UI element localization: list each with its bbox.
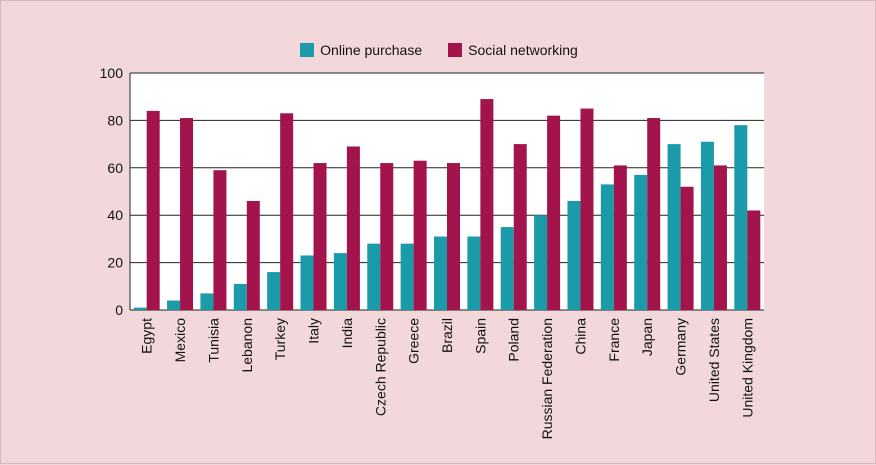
legend-item-social-networking: Social networking (448, 42, 578, 58)
bar-online-purchase (367, 243, 381, 310)
x-tick-label: Japan (639, 318, 655, 356)
x-tick-label: United States (706, 318, 722, 402)
x-tick-label: Czech Republic (372, 318, 388, 416)
x-tick-label: Mexico (172, 318, 188, 363)
bar-online-purchase (534, 215, 548, 310)
bar-online-purchase (400, 243, 414, 310)
bar-social-networking (380, 163, 394, 310)
x-tick-label: Germany (673, 318, 689, 376)
bar-social-networking (346, 146, 360, 310)
bar-online-purchase (233, 283, 247, 310)
bar-social-networking (280, 113, 294, 310)
x-tick-label: Greece (406, 318, 422, 364)
bar-social-networking (146, 110, 160, 310)
bar-online-purchase (434, 236, 447, 310)
bar-social-networking (313, 163, 327, 310)
x-tick-label: Lebanon (239, 318, 255, 373)
legend: Online purchase Social networking (1, 42, 876, 58)
legend-label-social-networking: Social networking (468, 42, 578, 58)
x-tick-label: Spain (472, 318, 488, 354)
bar-online-purchase (467, 236, 481, 310)
bar-online-purchase (500, 227, 514, 310)
bar-online-purchase (667, 144, 681, 310)
x-tick-label: Russian Federation (539, 318, 555, 439)
bar-social-networking (213, 170, 227, 310)
y-tick-label: 0 (115, 302, 123, 318)
bar-online-purchase (167, 300, 181, 310)
bar-online-purchase (567, 200, 581, 310)
bar-online-purchase (133, 307, 147, 310)
x-tick-label: China (572, 318, 588, 355)
x-tick-label: Brazil (439, 318, 455, 353)
bar-social-networking (547, 115, 561, 310)
bar-social-networking (680, 186, 694, 310)
y-tick-label: 80 (107, 112, 123, 128)
x-tick-label: Poland (506, 318, 522, 362)
bar-social-networking (480, 99, 494, 310)
bar-online-purchase (734, 125, 748, 310)
y-tick-label: 20 (107, 255, 123, 271)
bar-social-networking (747, 210, 761, 310)
x-tick-label: Tunisia (205, 318, 221, 363)
legend-swatch-online-purchase (300, 43, 315, 57)
legend-item-online-purchase: Online purchase (300, 42, 422, 58)
bar-online-purchase (700, 141, 714, 310)
legend-label-online-purchase: Online purchase (320, 42, 423, 58)
bar-online-purchase (200, 293, 214, 310)
x-tick-label: India (339, 318, 355, 349)
y-tick-label: 40 (107, 207, 123, 223)
y-tick-label: 100 (100, 65, 124, 81)
bar-online-purchase (634, 174, 648, 310)
bar-social-networking (447, 163, 460, 310)
bar-social-networking (613, 165, 627, 310)
bar-online-purchase (600, 184, 614, 310)
bar-online-purchase (333, 253, 347, 310)
x-tick-label: Egypt (139, 318, 155, 354)
bar-social-networking (246, 200, 260, 310)
x-tick-label: Italy (306, 318, 322, 344)
bar-online-purchase (300, 255, 314, 310)
bar-social-networking (580, 108, 594, 310)
y-tick-label: 60 (107, 160, 123, 176)
x-tick-label: France (606, 318, 622, 362)
x-tick-label: Turkey (272, 318, 288, 360)
legend-swatch-social-networking (448, 43, 463, 57)
bar-social-networking (713, 165, 727, 310)
bar-online-purchase (267, 272, 281, 310)
bar-social-networking (513, 144, 527, 310)
x-tick-label: United Kingdom (739, 318, 755, 418)
bar-social-networking (180, 118, 194, 310)
bar-social-networking (413, 160, 427, 310)
bar-social-networking (647, 118, 661, 310)
